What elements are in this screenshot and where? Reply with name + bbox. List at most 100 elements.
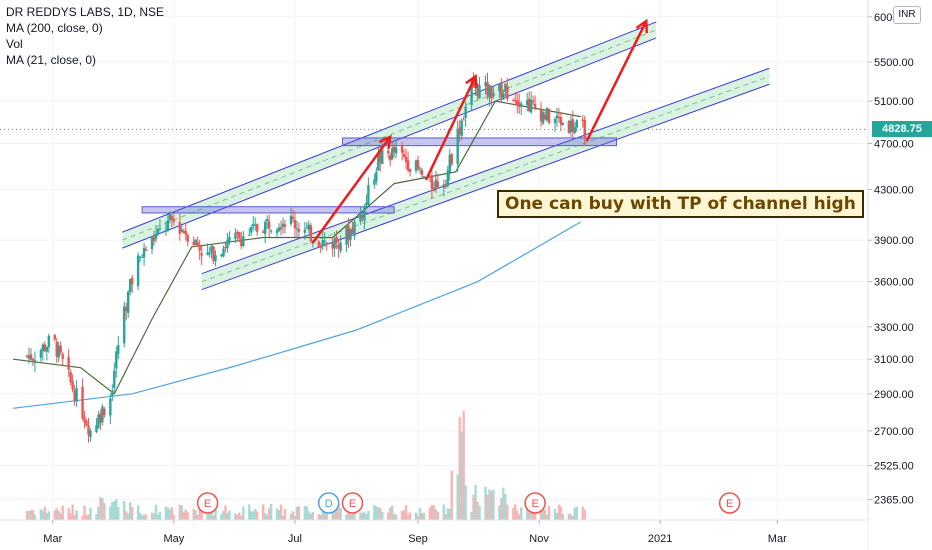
candle-body [486,81,489,96]
candle-body [363,206,366,221]
volume-bar [539,507,543,520]
candle-body [377,154,380,171]
channel-upper-line [122,21,657,233]
candle-body [47,335,51,348]
volume-bar [113,501,116,520]
volume-bar [474,484,477,520]
candle-body [422,176,426,178]
candle-body [25,355,29,357]
volume-bar [269,504,273,520]
volume-bar [567,513,571,520]
candle-body [379,152,382,163]
volume-bar [61,505,64,520]
candle-body [252,223,255,227]
volume-bar [178,504,182,520]
volume-bar [561,513,565,520]
channel-upper-line [201,67,770,275]
volume-bar [345,514,348,520]
candle-body [420,169,424,176]
channel-mid-line [122,29,657,241]
volume-bar [277,510,281,520]
legend-volume[interactable]: Vol [6,37,23,51]
candle-body [240,238,243,247]
currency-badge[interactable]: INR [893,6,921,24]
volume-bar [115,499,118,520]
volume-bar [73,514,76,520]
ma21-line [13,100,581,395]
volume-bar [196,514,199,520]
candle-body [97,414,100,428]
volume-bar [418,507,422,520]
event-marker[interactable]: E [718,492,741,514]
volume-bar [430,505,434,520]
event-circle [341,492,364,514]
legend-ma21[interactable]: MA (21, close, 0) [6,53,97,67]
candle-body [531,100,535,102]
candle-body [61,354,64,359]
candle-body [347,225,350,241]
candle-body [214,255,217,262]
volume-bar [569,514,573,520]
candle-body [71,381,74,390]
volume-bar [228,510,231,520]
volume-bar [527,511,531,520]
volume-bar [571,515,575,520]
volume-bar [331,511,334,520]
volume-bar [389,507,392,520]
time-axis[interactable]: Mar May Jul Sep Nov 2021 Mar [0,519,868,550]
resistance-zone [342,137,618,147]
candle-body [353,221,356,236]
volume-bar [256,511,259,520]
candle-body [561,122,565,125]
volume-bar [333,507,336,520]
candle-body [45,347,49,352]
candle-body [309,225,313,242]
event-marker[interactable]: E [196,492,219,514]
event-marker[interactable]: D [317,492,340,514]
volume-bar [470,511,473,520]
volume-bar [128,502,132,520]
candle-body [172,219,176,222]
candle-body [335,237,338,243]
candle-body [164,229,168,231]
volume-bar [434,509,438,520]
candle-body [291,216,295,219]
legend-ma200[interactable]: MA (200, close, 0) [6,21,103,35]
volume-bar [180,505,183,520]
candle-body [194,239,197,246]
volume-bar [186,512,189,520]
volume-bar [293,515,297,520]
candle-body [311,242,315,244]
resistance-zones [141,137,618,214]
candle-body [83,417,86,423]
candle-body [55,341,58,357]
candle-body [226,239,229,249]
volume-bar [472,494,475,520]
candle-body [39,350,43,358]
arrow-head [465,73,478,89]
volume-bar [111,501,114,520]
price-tick-label: 4300.00 [874,185,914,197]
candle-body [529,99,533,113]
candle-body [506,85,509,100]
volume-bar [89,507,92,520]
volume-bar [339,508,342,520]
candle-body [359,213,362,222]
price-axis[interactable]: 6000.005500.005100.004700.004300.003900.… [867,0,932,550]
volume-bar [498,505,501,520]
candle-body [130,277,134,285]
event-marker[interactable]: E [524,492,546,514]
candle-body [547,109,551,123]
candle-body [545,108,549,121]
candle-body [365,202,368,206]
volume-bar [283,509,287,520]
event-marker[interactable]: E [341,492,364,514]
candle-body [81,386,84,419]
volume-bar [488,489,491,520]
legend-symbol[interactable]: DR REDDYS LABS, 1D, NSE [6,5,165,19]
volume-bar [581,506,584,520]
candle-body [488,84,491,98]
volume-bar [391,505,394,520]
